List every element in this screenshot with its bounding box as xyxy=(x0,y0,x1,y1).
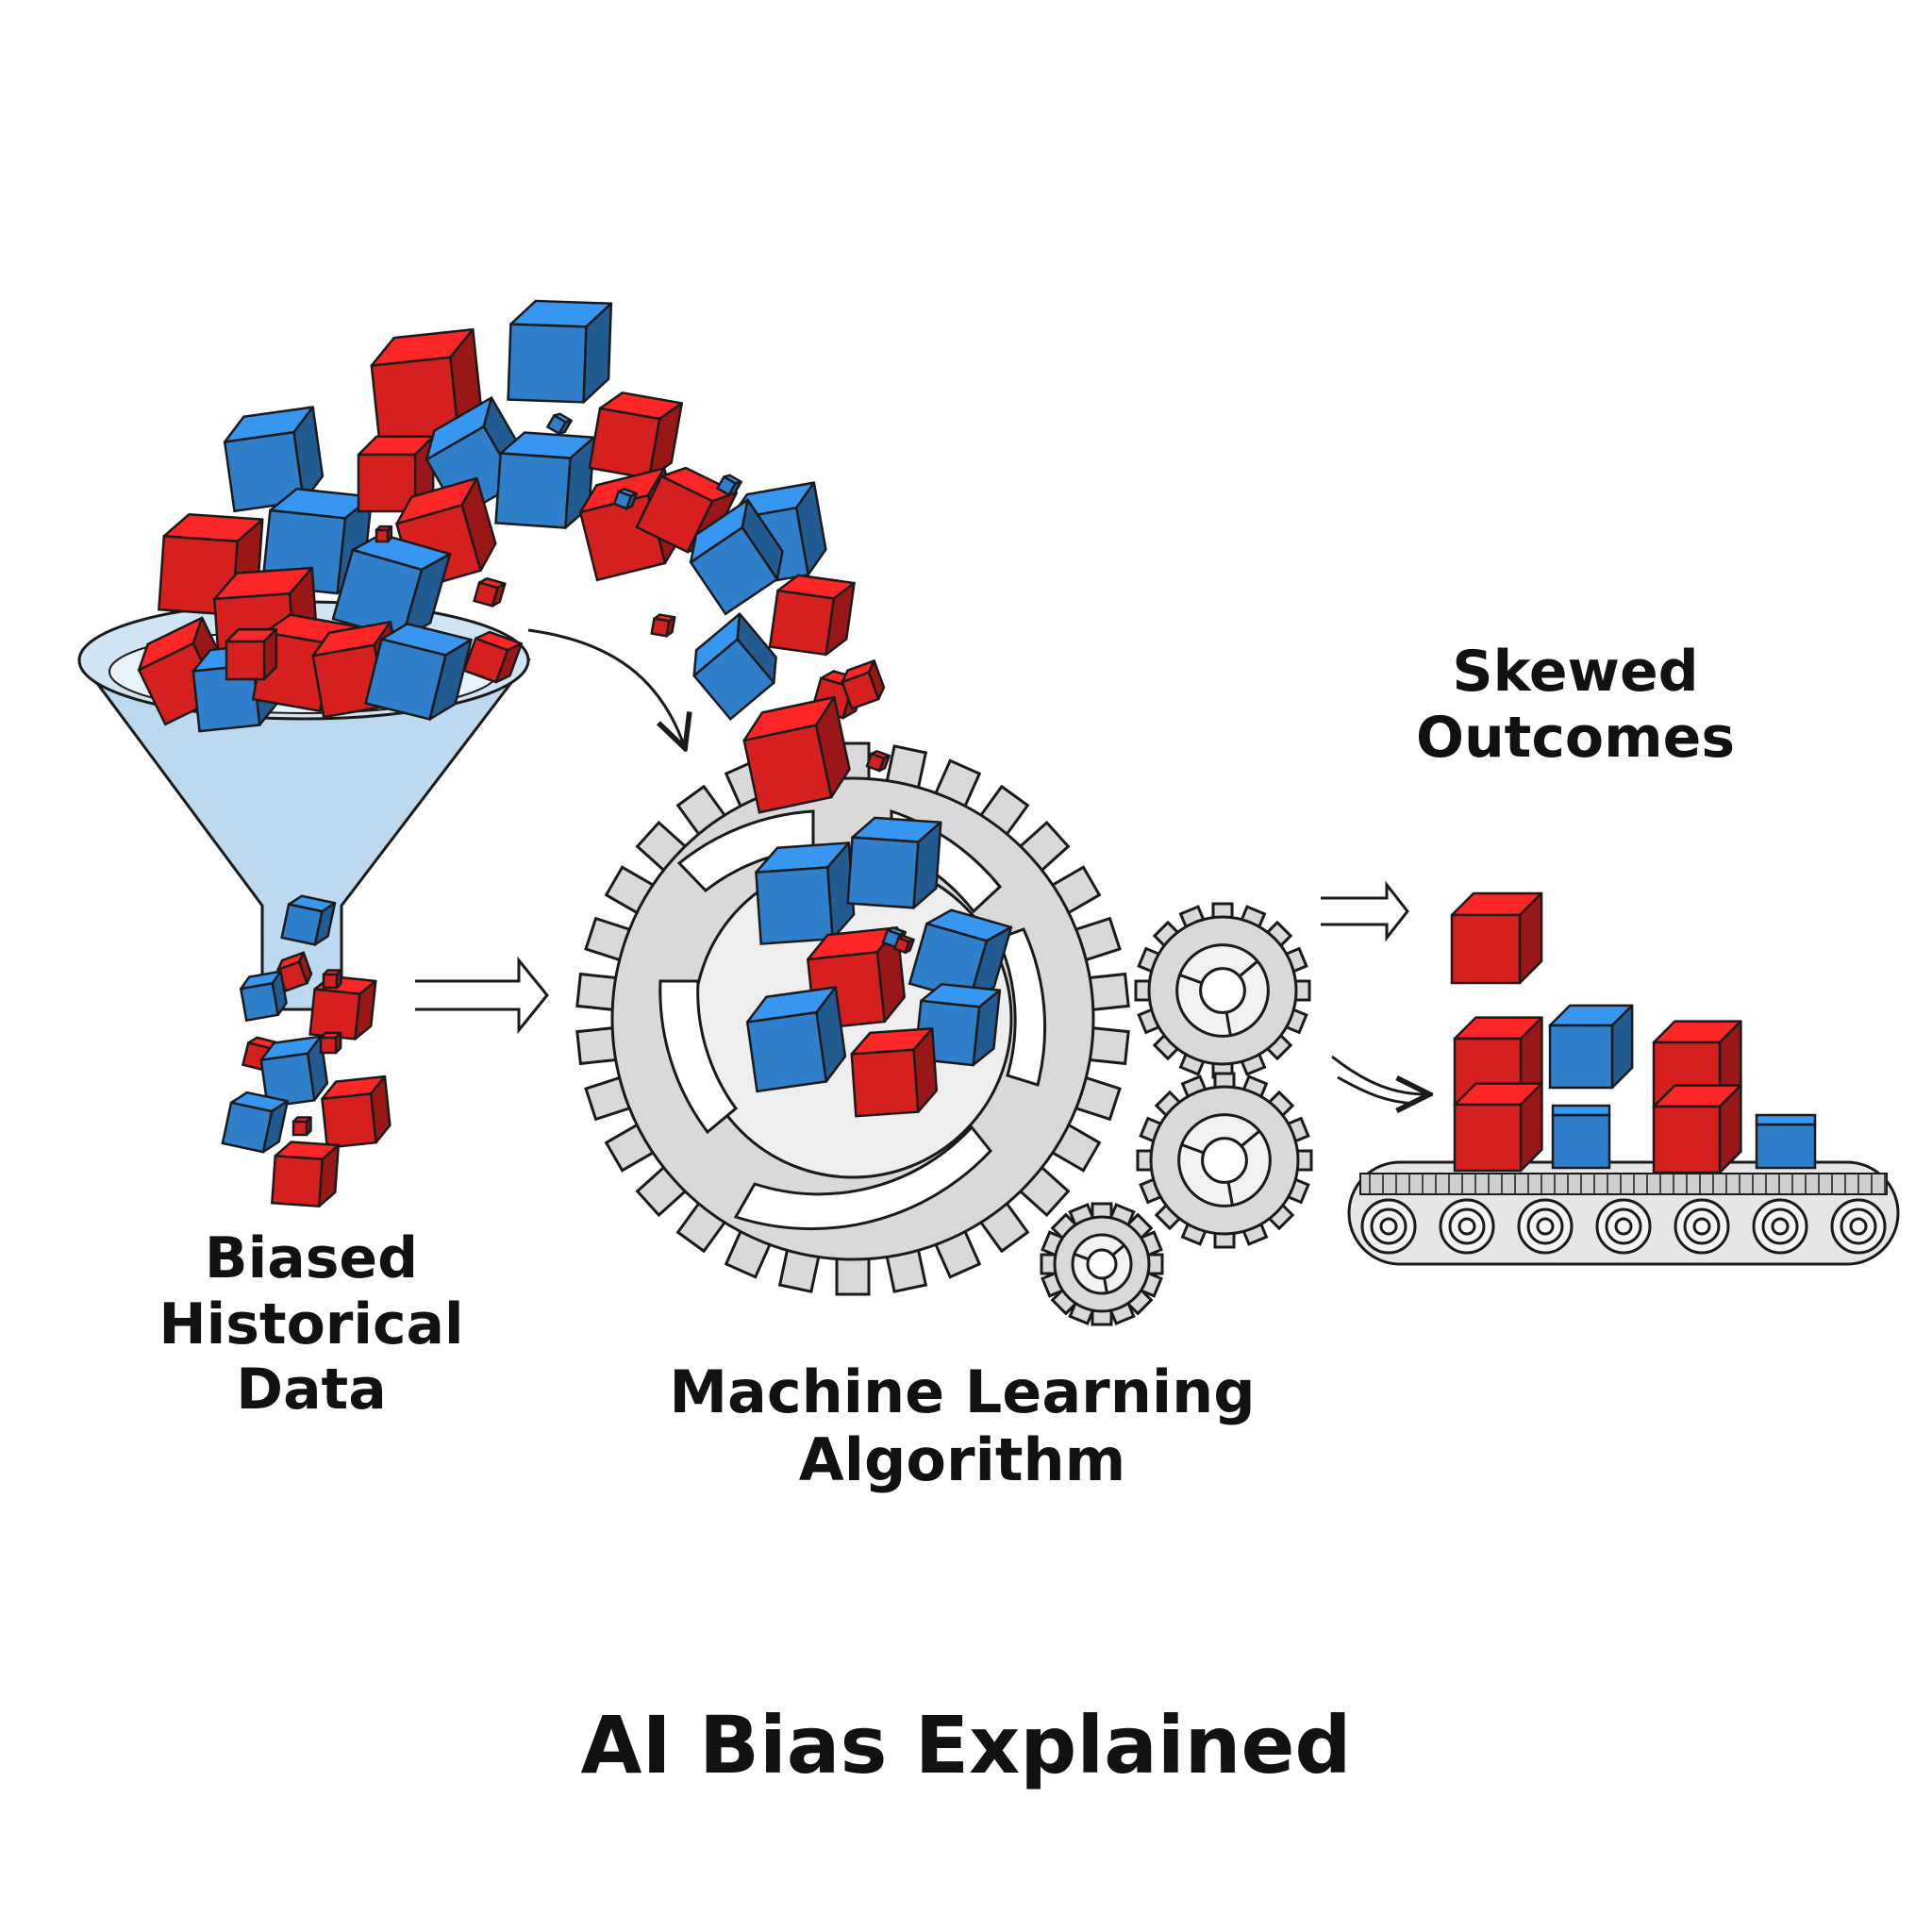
data-cube xyxy=(892,934,915,955)
data-cube xyxy=(865,750,891,773)
label-machine-learning-algorithm: Machine Learning Algorithm xyxy=(604,1358,1321,1494)
data-cube xyxy=(364,623,473,721)
belt-roller xyxy=(1360,1198,1417,1255)
data-cube xyxy=(473,576,507,608)
small-gear-icon xyxy=(1040,902,1313,1326)
data-cube xyxy=(768,574,856,657)
label-line: Historical xyxy=(158,1291,464,1357)
label-line: Skewed xyxy=(1452,639,1699,705)
belt-roller xyxy=(1752,1198,1808,1255)
conveyor-belt-icon xyxy=(1347,1160,1900,1266)
small-gear xyxy=(1040,1202,1164,1326)
data-cube xyxy=(1453,1082,1543,1173)
data-cube xyxy=(280,894,337,946)
belt-roller xyxy=(1595,1198,1652,1255)
data-cube xyxy=(321,1074,391,1149)
belt-roller xyxy=(1830,1198,1887,1255)
data-cube xyxy=(239,970,288,1023)
data-cube xyxy=(331,533,452,641)
data-cube xyxy=(223,406,325,513)
data-cube xyxy=(850,1026,939,1118)
data-cube xyxy=(507,299,613,404)
belt-roller xyxy=(1517,1198,1574,1255)
data-cube xyxy=(1755,1113,1817,1170)
data-cube xyxy=(221,1091,290,1154)
data-cube xyxy=(225,627,278,681)
data-cube xyxy=(691,612,777,722)
label-line: Outcomes xyxy=(1415,704,1736,771)
data-cube xyxy=(1450,891,1543,985)
data-cube xyxy=(689,498,784,616)
data-cube xyxy=(588,391,684,480)
data-cube xyxy=(612,488,638,510)
label-skewed-outcomes: Skewed Outcomes xyxy=(1358,639,1792,771)
diagram-title: AI Bias Explained xyxy=(580,1699,1352,1791)
data-cube xyxy=(270,1141,341,1208)
small-gear xyxy=(1134,902,1311,1079)
data-cube xyxy=(650,613,676,638)
data-cube xyxy=(319,1031,342,1055)
small-gear xyxy=(1136,1072,1313,1249)
data-cube xyxy=(1551,1104,1611,1170)
data-cube xyxy=(841,659,886,710)
data-cube xyxy=(291,1116,312,1137)
belt-roller xyxy=(1674,1198,1730,1255)
label-line: Algorithm xyxy=(798,1424,1126,1494)
data-cube xyxy=(745,986,847,1093)
data-cube xyxy=(1652,1084,1742,1174)
data-cube xyxy=(308,974,377,1041)
label-line: Data xyxy=(236,1357,387,1424)
data-cube xyxy=(494,431,596,529)
data-cube xyxy=(259,1035,329,1108)
data-cube xyxy=(276,951,313,992)
data-cube xyxy=(375,525,393,543)
label-line: Machine Learning xyxy=(669,1357,1256,1426)
data-cube xyxy=(462,630,524,684)
data-cube xyxy=(846,816,942,909)
label-biased-historical-data: Biased Historical Data xyxy=(123,1225,500,1424)
data-cube xyxy=(1548,1004,1634,1090)
data-cube xyxy=(322,969,342,990)
data-cube xyxy=(545,412,573,436)
data-cube xyxy=(755,841,856,945)
belt-roller xyxy=(1439,1198,1495,1255)
data-cube xyxy=(715,474,742,497)
arrow-icon xyxy=(415,628,1426,1104)
label-line: Biased xyxy=(204,1225,419,1291)
cube-icon xyxy=(137,299,1817,1208)
data-cube xyxy=(742,695,851,814)
